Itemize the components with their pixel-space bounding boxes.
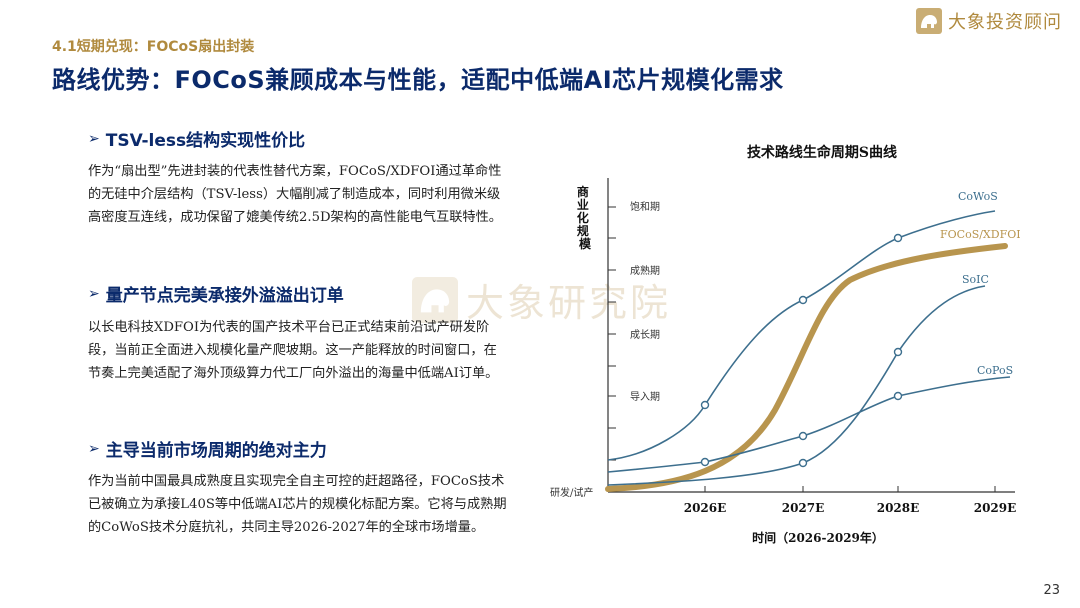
arrow-right-icon: ➢ (88, 285, 100, 302)
elephant-watermark-icon (412, 276, 458, 323)
bullet-title: TSV-less结构实现性价比 (105, 131, 306, 151)
y-axis-title-char: 模 (579, 236, 592, 251)
series-line-soic (607, 285, 986, 486)
bullet-paragraph: 作为当前中国最具成熟度且实现完全自主可控的赶超路径，FOCoS技术已被确立为承接… (88, 474, 507, 535)
x-tick-label: 2029E (974, 501, 1017, 515)
bullet-heading-2: ➢ 量产节点完美承接外溢溢出订单 (88, 281, 344, 307)
series-label-focos: FOCoS/XDFOI (940, 228, 1021, 241)
series-label-copos: CoPoS (977, 364, 1013, 377)
bullet-title: 主导当前市场周期的绝对主力 (105, 441, 327, 461)
y-level-label: 饱和期 (630, 201, 660, 213)
x-tick-label: 2028E (877, 501, 920, 515)
bullet-paragraph: 以长电科技XDFOI为代表的国产技术平台已正式结束前沿试产研发阶段，当前正全面进… (88, 320, 499, 381)
x-tick-label: 2027E (782, 501, 825, 515)
section-label: 4.1短期兑现：FOCoS扇出封装 (52, 39, 255, 55)
series-label-soic: SoIC (962, 273, 989, 286)
x-axis-title: 时间（2026-2029年） (752, 530, 884, 545)
y-axis-title-char: 规 (577, 223, 589, 238)
y-axis-title-char: 化 (577, 210, 589, 225)
y-axis-title: 商 业 化 规 模 (577, 184, 593, 251)
series-point-copos (798, 431, 808, 441)
page-number: 23 (1043, 583, 1060, 598)
y-axis-title-char: 业 (577, 197, 589, 212)
y-level-label: 导入期 (630, 391, 660, 403)
arrow-right-icon: ➢ (88, 440, 100, 457)
bullet-title: 量产节点完美承接外溢溢出订单 (105, 286, 344, 306)
s-curve-chart: 技术路线生命周期S曲线 饱和期 成熟期 成长期 导入期 研发/试产 商 业 化 … (550, 144, 1021, 545)
bullet-paragraph: 作为“扇出型”先进封装的代表性替代方案，FOCoS/XDFOI通过革命性的无硅中… (88, 164, 502, 225)
watermark: 大象研究院 (412, 272, 671, 327)
elephant-logo-icon (916, 8, 942, 34)
brand-name: 大象投资顾问 (948, 12, 1062, 33)
brand: 大象投资顾问 (916, 8, 1062, 34)
series-point-copos (700, 457, 710, 467)
series-point-cowos (700, 400, 710, 410)
series-point-cowos (893, 233, 903, 243)
series-line-cowos (607, 210, 996, 461)
series-point-soic (798, 458, 808, 468)
page-title: 路线优势：FOCoS兼顾成本与性能，适配中低端AI芯片规模化需求 (52, 66, 784, 94)
chart-title: 技术路线生命周期S曲线 (747, 144, 897, 161)
arrow-right-icon: ➢ (88, 130, 100, 147)
y-level-label: 成熟期 (630, 264, 660, 277)
y-level-label: 成长期 (630, 329, 660, 341)
series-point-cowos (798, 295, 808, 305)
series-point-soic (893, 347, 903, 357)
series-label-cowos: CoWoS (958, 190, 998, 203)
x-tick-label: 2026E (684, 501, 727, 515)
y-axis-title-char: 商 (577, 184, 589, 199)
series-point-copos (893, 391, 903, 401)
bullet-heading-1: ➢ TSV-less结构实现性价比 (88, 126, 306, 152)
bullet-heading-3: ➢ 主导当前市场周期的绝对主力 (88, 436, 327, 462)
series-line-focos (605, 243, 1008, 492)
y-level-label: 研发/试产 (550, 486, 593, 499)
series-line-copos (607, 376, 1011, 473)
watermark-text: 大象研究院 (466, 281, 672, 325)
